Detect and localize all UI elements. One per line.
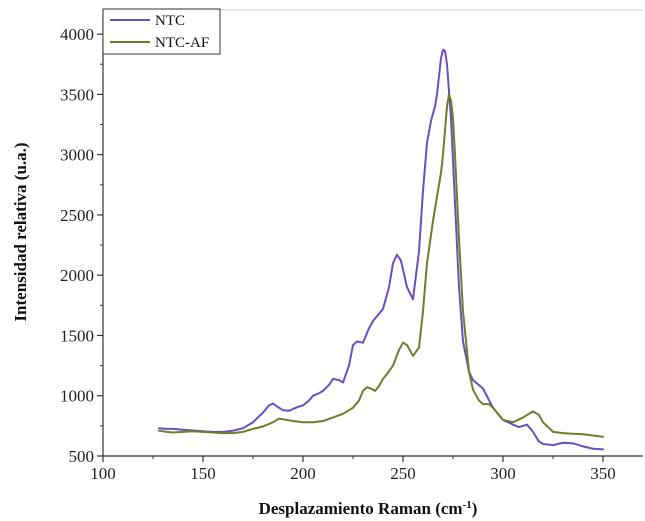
plot-lines [158, 48, 604, 451]
y-tick-label: 1500 [60, 326, 94, 345]
legend-box [102, 8, 221, 55]
series-line-ntc [158, 48, 604, 451]
y-tick-label: 2500 [60, 206, 94, 225]
x-tick-label: 350 [590, 464, 616, 483]
x-tick-label: 100 [90, 464, 116, 483]
legend: NTC NTC-AF [102, 8, 221, 55]
y-tick-label: 3000 [60, 146, 94, 165]
y-tick-label: 1000 [60, 387, 94, 406]
y-tick-label: 500 [69, 447, 95, 466]
legend-label-ntc-af: NTC-AF [155, 35, 209, 51]
x-tick-label: 150 [190, 464, 216, 483]
legend-label-ntc: NTC [155, 13, 185, 29]
x-tick-label: 200 [290, 464, 316, 483]
y-axis-title: Intensidad relativa (u.a.) [11, 142, 30, 321]
x-tick-label: 250 [390, 464, 416, 483]
x-axis-title: Desplazamiento Raman (cm-1) [259, 499, 478, 518]
y-tick-label: 3500 [60, 85, 94, 104]
series-line-ntc-af [158, 93, 604, 438]
y-tick-label: 4000 [60, 25, 94, 44]
y-tick-label: 2000 [60, 266, 94, 285]
x-axis-ticks: 100 150 200 250 300 350 [90, 456, 616, 483]
y-axis-ticks: 500 1000 1500 2000 2500 3000 3500 4000 [60, 25, 103, 466]
x-tick-label: 300 [490, 464, 516, 483]
